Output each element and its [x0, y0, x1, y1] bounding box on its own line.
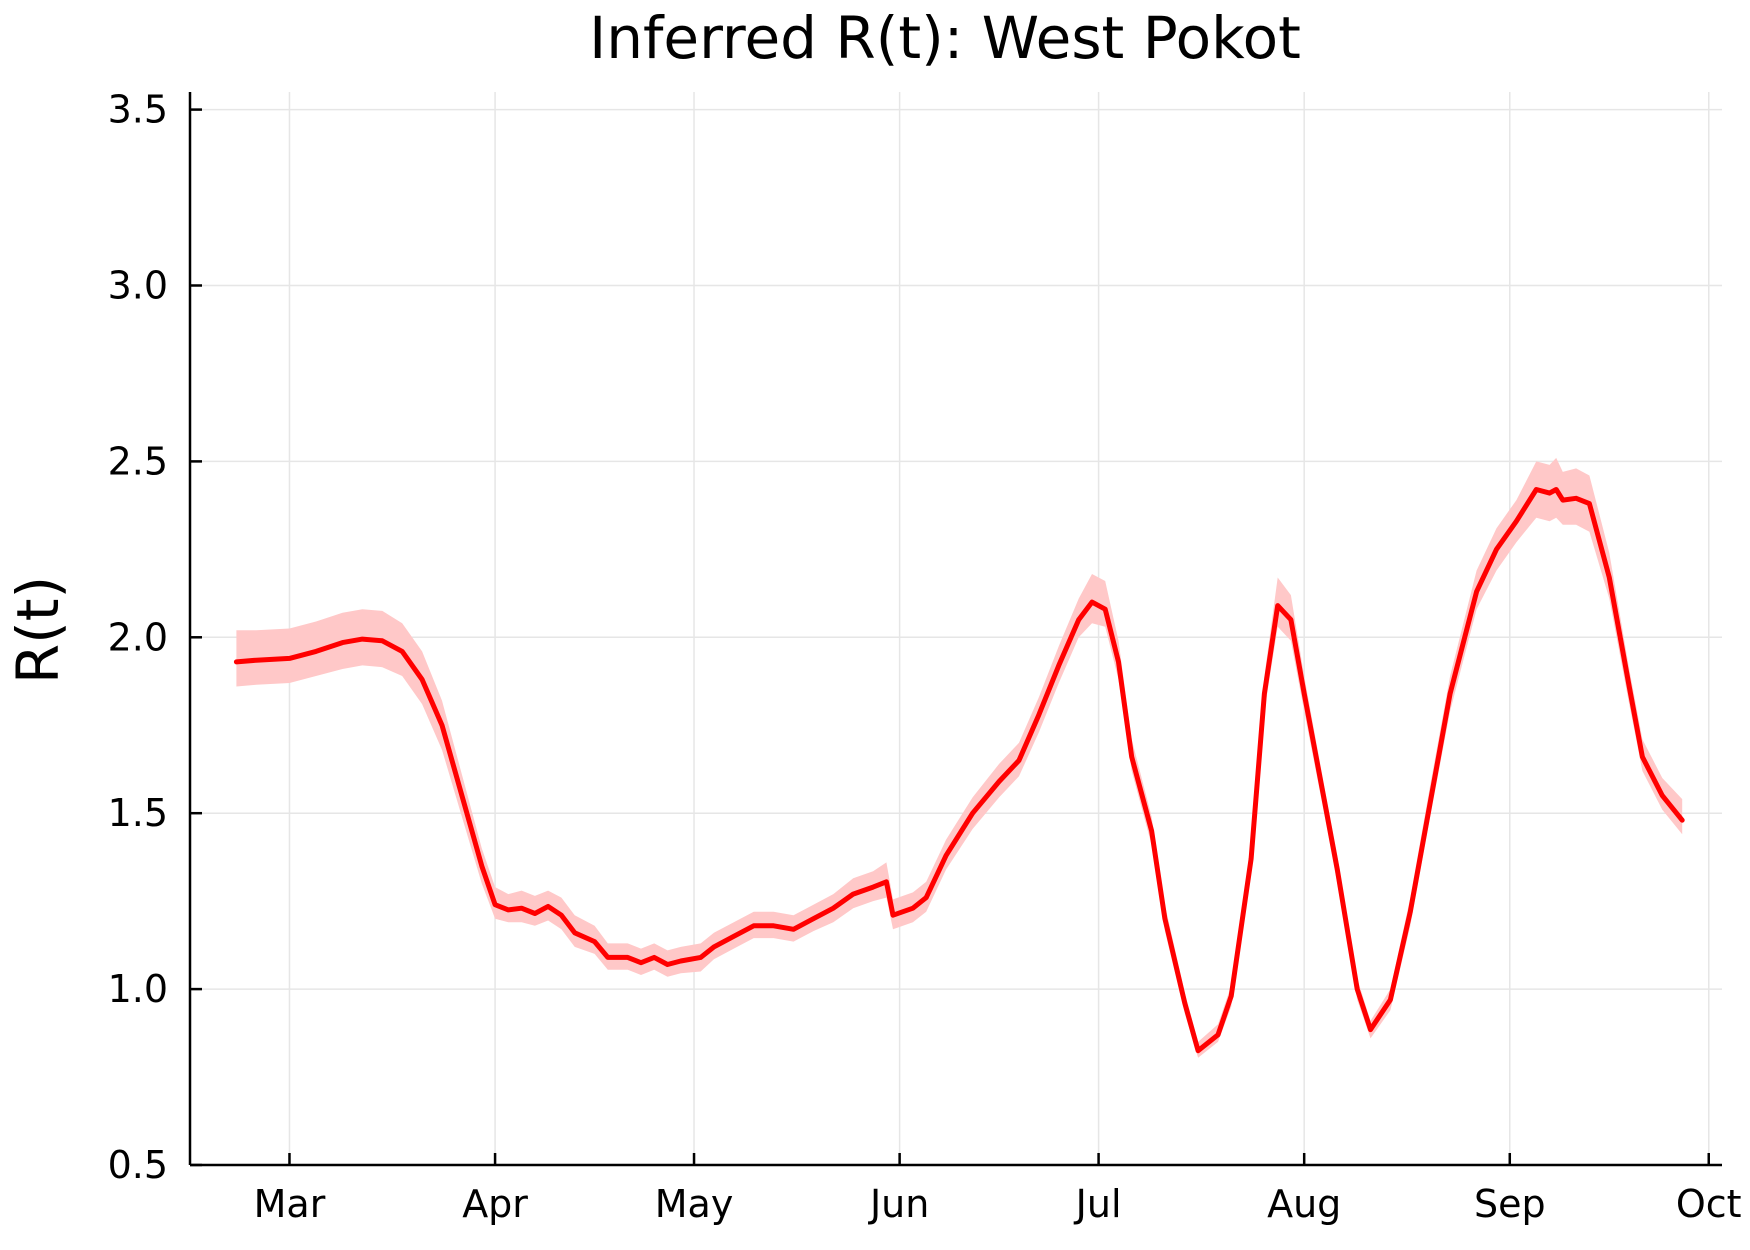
r-t-series-line [233, 487, 1685, 1054]
y-tick-label: 2.0 [108, 615, 168, 659]
y-tick-label: 1.0 [108, 967, 168, 1011]
y-tick-label: 1.5 [108, 791, 168, 835]
y-axis-label: R(t) [4, 576, 72, 684]
x-tick-label: Aug [1267, 1182, 1341, 1226]
y-tick-label: 0.5 [108, 1143, 168, 1187]
x-tick-label: Sep [1474, 1182, 1546, 1226]
y-tick-label: 3.0 [108, 263, 168, 307]
x-tick-label: Oct [1676, 1182, 1742, 1226]
y-tick-label: 3.5 [108, 88, 168, 132]
x-tick-label: Jun [868, 1182, 929, 1226]
confidence-band-layer [236, 457, 1683, 1058]
x-tick-label: May [655, 1182, 734, 1226]
x-tick-label: Mar [254, 1182, 326, 1226]
gridlines [190, 92, 1722, 1166]
x-tick-label: Jul [1074, 1182, 1122, 1226]
y-tick-label: 2.5 [108, 439, 168, 483]
axes [188, 92, 1722, 1167]
confidence-band [236, 457, 1683, 1058]
chart-title: Inferred R(t): West Pokot [589, 4, 1301, 72]
x-tick-label: Apr [462, 1182, 528, 1226]
tick-labels: 0.5 1.0 1.5 2.0 2.5 3.0 3.5 Mar Apr May Jun Jul Aug S… [108, 88, 1742, 1226]
r-t-line-layer [233, 487, 1685, 1054]
